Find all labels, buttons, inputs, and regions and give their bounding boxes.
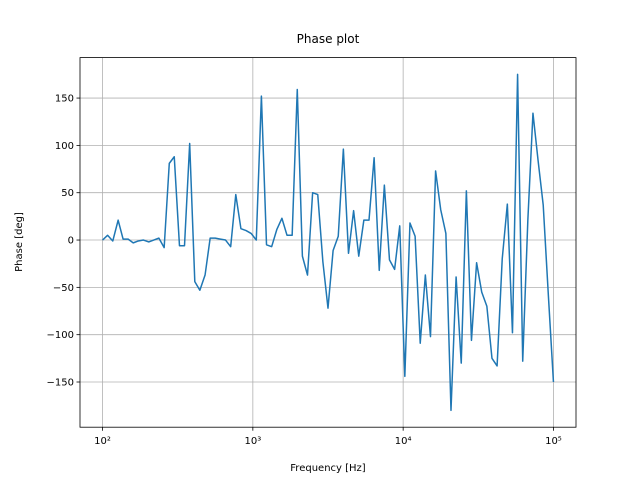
x-tick-label: 10² [94,436,111,447]
y-tick-label: 50 [61,188,74,199]
axes-frame [79,57,577,428]
y-tick-label: 100 [55,141,74,152]
y-tick-label: 150 [55,94,74,105]
x-tick-label: 10⁵ [545,436,562,447]
y-axis-label: Phase [deg] [14,212,25,272]
data-line [102,73,555,412]
y-tick-label: −150 [47,378,74,389]
x-tick-label: 10³ [244,436,261,447]
y-tick-label: −100 [47,330,74,341]
chart-title: Phase plot [297,32,360,46]
x-axis-label: Frequency [Hz] [290,463,366,474]
y-tick-label: −50 [53,283,74,294]
y-tick-label: 0 [68,236,74,247]
x-tick-label: 10⁴ [395,436,412,447]
